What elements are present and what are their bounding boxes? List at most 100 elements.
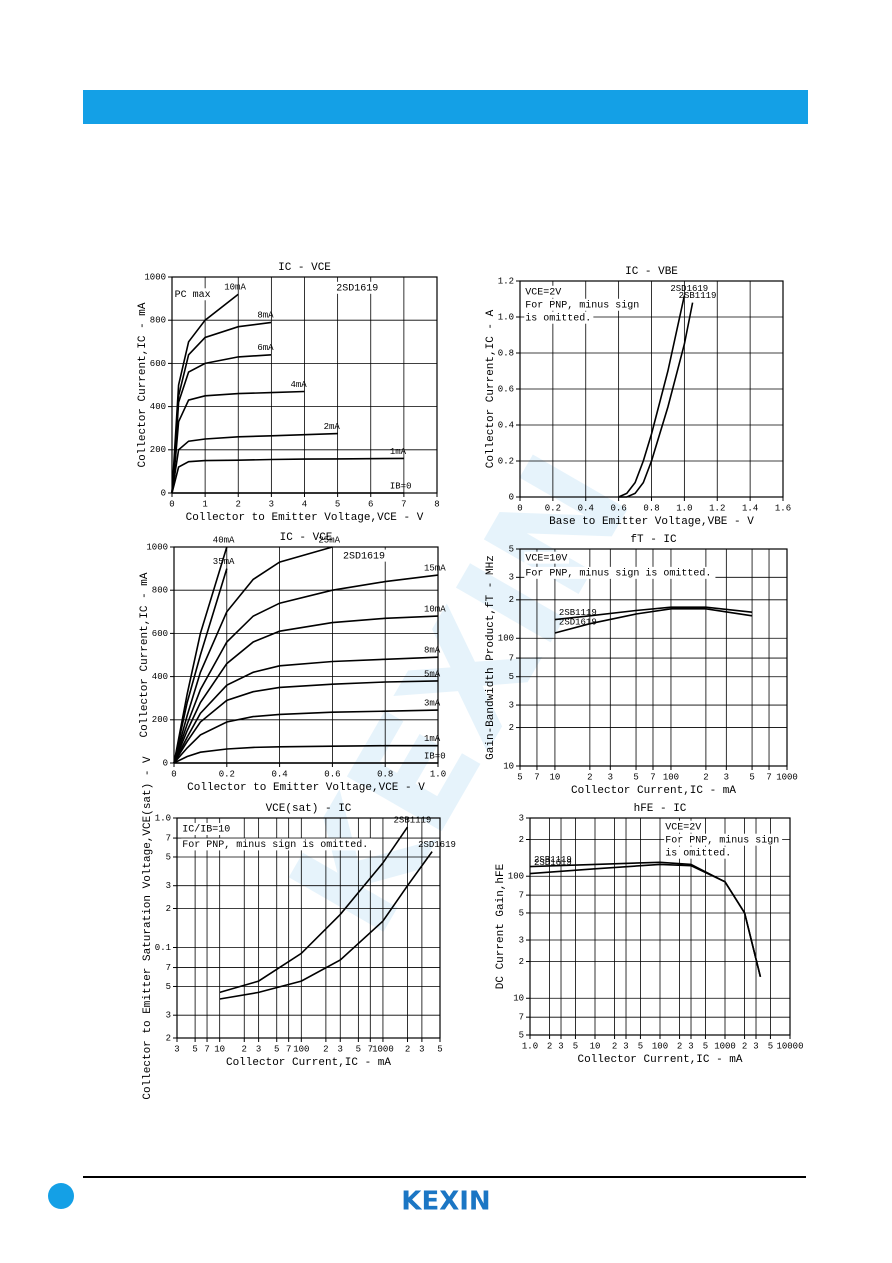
y-tick-label: 3 <box>509 700 514 710</box>
x-tick-label: 3 <box>338 1044 343 1054</box>
y-tick-label: 2 <box>519 957 524 967</box>
chart-title: hFE - IC <box>634 803 687 815</box>
x-tick-label: 7 <box>401 499 406 509</box>
series-line <box>219 826 409 994</box>
series-label: 40mA <box>213 535 235 545</box>
chart-title: fT - IC <box>630 534 677 546</box>
y-tick-label: 400 <box>150 402 166 412</box>
series-label: 2SB1119 <box>679 291 717 301</box>
series-line <box>618 302 694 498</box>
y-tick-label: 2 <box>509 595 514 605</box>
x-tick-label: 5 <box>517 772 522 782</box>
x-tick-label: 5 <box>703 1041 708 1051</box>
annotation-bg <box>524 285 563 298</box>
series-label: 10mA <box>224 283 246 293</box>
y-tick-label: 0 <box>509 492 514 502</box>
y-axis-label: Collector Current,IC - mA <box>139 572 151 737</box>
x-tick-label: 0.6 <box>324 769 340 779</box>
x-tick-label: 2 <box>587 772 592 782</box>
x-tick-label: 2 <box>405 1044 410 1054</box>
y-tick-label: 3 <box>166 881 171 891</box>
annotation: For PNP, minus sign is omitted. <box>182 839 368 851</box>
x-tick-label: 0.2 <box>219 769 235 779</box>
annotation: VCE=2V <box>525 287 561 298</box>
header-bar <box>83 90 808 124</box>
x-tick-label: 0.8 <box>377 769 393 779</box>
y-tick-label: 7 <box>166 833 171 843</box>
annotation-bg <box>335 281 380 294</box>
watermark: KEXIN <box>257 428 666 962</box>
series-label: 2SB1119 <box>534 855 572 865</box>
y-tick-label: 2 <box>166 904 171 914</box>
chart-title: IC - VBE <box>625 266 678 278</box>
x-tick-label: 1.0 <box>522 1041 538 1051</box>
y-tick-label: 2 <box>509 723 514 733</box>
series-label: 35mA <box>213 557 235 567</box>
annotation-bg <box>181 823 233 835</box>
chart-title: IC - VCE <box>278 262 331 274</box>
y-tick-label: 7 <box>519 1013 524 1023</box>
series-line <box>173 656 439 764</box>
y-tick-label: 200 <box>150 445 166 455</box>
annotation-bg <box>173 288 213 301</box>
y-tick-label: 5 <box>166 852 171 862</box>
y-tick-label: 7 <box>166 963 171 973</box>
series-line <box>173 568 228 764</box>
series-line <box>173 744 438 764</box>
series-label: 2mA <box>324 422 341 432</box>
y-tick-label: 1.2 <box>498 276 514 286</box>
y-tick-label: 600 <box>150 359 166 369</box>
series-label: 3mA <box>424 698 441 708</box>
series-line <box>171 432 338 494</box>
annotation-bg <box>181 838 373 851</box>
x-tick-label: 3 <box>753 1041 758 1051</box>
series-line <box>173 546 228 764</box>
y-tick-label: 800 <box>150 316 166 326</box>
series-line <box>171 457 404 494</box>
x-tick-label: 3 <box>269 499 274 509</box>
y-tick-label: 1.0 <box>155 813 171 823</box>
x-tick-label: 3 <box>608 772 613 782</box>
y-tick-label: 2 <box>166 1033 171 1043</box>
annotation-bg <box>664 820 703 833</box>
series-label: IB=0 <box>424 751 446 761</box>
series-line <box>173 574 439 764</box>
x-tick-label: 2 <box>236 499 241 509</box>
annotation: For PNP, minus sign is omitted. <box>525 568 711 580</box>
y-tick-label: 5 <box>509 544 514 554</box>
y-tick-label: 7 <box>509 653 514 663</box>
annotation: For PNP, minus sign <box>665 834 779 846</box>
series-label: 2SB1119 <box>559 608 597 618</box>
page-marker <box>48 1183 74 1209</box>
y-tick-label: 800 <box>152 586 168 596</box>
x-tick-label: 1000 <box>776 772 798 782</box>
series-label: 10mA <box>424 604 446 614</box>
x-tick-label: 6 <box>368 499 373 509</box>
annotation-bg <box>524 551 570 564</box>
x-tick-label: 1.0 <box>430 769 446 779</box>
series-line <box>173 546 333 764</box>
annotation-bg <box>664 833 783 846</box>
y-tick-label: 5 <box>519 1030 524 1040</box>
series-label: 25mA <box>318 535 340 545</box>
y-tick-label: 3 <box>519 813 524 823</box>
x-tick-label: 7 <box>650 772 655 782</box>
series-line <box>529 863 762 977</box>
y-tick-label: 0.6 <box>498 384 514 394</box>
x-tick-label: 5 <box>749 772 754 782</box>
annotation: 2SD1619 <box>343 551 385 562</box>
x-tick-label: 100 <box>663 772 679 782</box>
series-line <box>554 608 753 634</box>
annotation-bg <box>341 549 387 562</box>
x-tick-label: 1.6 <box>775 503 791 513</box>
annotation: is omitted. <box>665 847 731 859</box>
series-line <box>173 680 439 764</box>
series-label: 8mA <box>424 646 441 656</box>
annotation: VCE=2V <box>665 822 701 833</box>
x-tick-label: 10 <box>590 1041 601 1051</box>
x-tick-label: 2 <box>547 1041 552 1051</box>
annotation: For PNP, minus sign <box>525 299 639 311</box>
x-tick-label: 7 <box>766 772 771 782</box>
x-tick-label: 2 <box>677 1041 682 1051</box>
